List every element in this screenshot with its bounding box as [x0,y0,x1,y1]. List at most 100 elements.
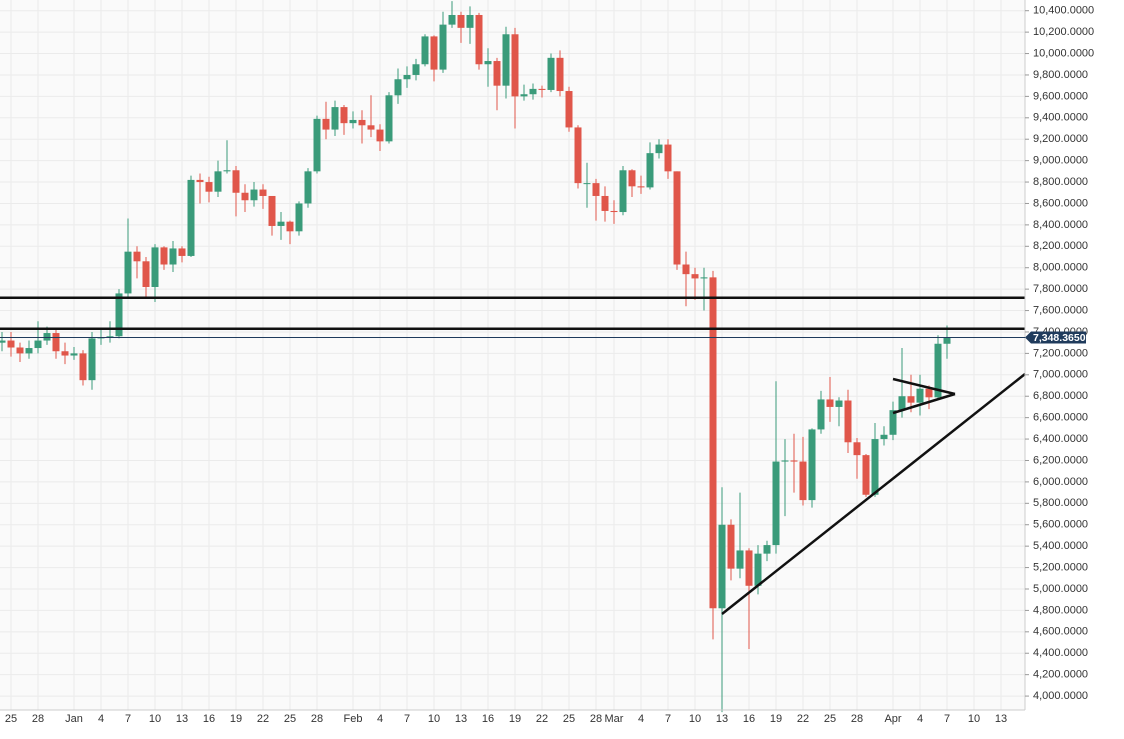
last-price-label: 7,348.3650 [1033,332,1086,344]
candle-body [700,277,708,279]
candle-body [106,336,114,338]
x-tick-label: 25 [563,713,575,725]
candle-body [880,434,888,440]
y-tick-label: 10,400.0000 [1033,5,1094,17]
y-tick-label: 6,800.0000 [1033,390,1088,402]
drawings [0,296,1026,615]
y-tick-label: 5,200.0000 [1033,561,1088,573]
last-price-tag [1025,331,1086,344]
x-tick-label: 7 [944,713,950,725]
candle-body [772,461,780,546]
y-tick-label: 4,400.0000 [1033,647,1088,659]
candle-body [70,353,78,356]
candle-body [241,192,249,201]
y-tick-label: 7,200.0000 [1033,347,1088,359]
x-tick-label: 13 [455,713,467,725]
candle-body [799,461,807,501]
candle-body [727,524,735,569]
y-tick-label: 9,000.0000 [1033,155,1088,167]
triangle-line [892,377,956,396]
y-tick-label: 8,200.0000 [1033,240,1088,252]
candle-body [619,170,627,213]
x-tick-label: 4 [638,713,644,725]
x-tick-label: 10 [428,713,440,725]
candle-body [52,333,60,352]
x-tick-label: 25 [5,713,17,725]
x-tick-label: Mar [605,713,624,725]
x-tick-label: 19 [230,713,242,725]
candle-body [0,340,6,343]
x-tick-label: 16 [203,713,215,725]
candle-body [691,274,699,279]
candle-body [583,183,591,185]
x-tick-label: 10 [149,713,161,725]
candle-body [781,460,789,462]
y-tick-label: 7,600.0000 [1033,304,1088,316]
y-tick-label: 4,000.0000 [1033,690,1088,702]
candle-body [340,107,348,124]
x-tick-label: 13 [716,713,728,725]
y-tick-label: 6,200.0000 [1033,454,1088,466]
candle-body [808,429,816,501]
candle-body [79,353,87,381]
candle-body [763,545,771,554]
candle-body [790,460,798,462]
candle-body [34,340,42,349]
candle-body [412,64,420,75]
y-tick-label: 4,600.0000 [1033,626,1088,638]
x-tick-label: 4 [377,713,383,725]
candle-body [295,203,303,232]
x-tick-label: 28 [32,713,44,725]
candle-body [718,524,726,609]
candle-body [205,182,213,192]
x-tick-label: 16 [482,713,494,725]
x-tick-label: 19 [770,713,782,725]
trend-line [721,373,1026,615]
candle-body [592,183,600,196]
y-tick-label: 5,000.0000 [1033,583,1088,595]
candle-body [817,399,825,430]
y-tick-label: 5,800.0000 [1033,497,1088,509]
candle-body [565,91,573,128]
candle-body [43,333,51,341]
candle-body [358,119,366,126]
x-tick-label: 4 [98,713,104,725]
candle-body [610,210,618,213]
candle-body [853,442,861,456]
y-tick-label: 6,600.0000 [1033,412,1088,424]
candle-body [844,400,852,443]
y-tick-label: 9,400.0000 [1033,112,1088,124]
y-tick-label: 5,600.0000 [1033,519,1088,531]
y-tick-label: 7,000.0000 [1033,369,1088,381]
candle-body [898,396,906,411]
x-tick-label: 13 [176,713,188,725]
candle-body [682,264,690,275]
candle-body [268,195,276,226]
candle-body [115,293,123,337]
candle-body [538,88,546,90]
candle-body [196,179,204,183]
candle-body [448,14,456,25]
x-tick-label: 7 [665,713,671,725]
candle-body [250,189,258,201]
candle-body [457,14,465,28]
candle-body [313,118,321,172]
x-tick-label: Feb [344,713,363,725]
y-tick-label: 10,200.0000 [1033,26,1094,38]
candle-body [673,171,681,265]
x-tick-label: 28 [590,713,602,725]
candle-body [835,400,843,407]
candle-body [736,550,744,569]
candle-body [16,347,24,354]
candle-body [907,396,915,403]
x-tick-label: 28 [311,713,323,725]
x-tick-label: 7 [404,713,410,725]
candle-body [403,74,411,80]
candle-body [376,129,384,142]
y-tick-label: 6,400.0000 [1033,433,1088,445]
grid [0,0,1025,710]
y-tick-label: 8,000.0000 [1033,262,1088,274]
y-tick-label: 10,000.0000 [1033,47,1094,59]
